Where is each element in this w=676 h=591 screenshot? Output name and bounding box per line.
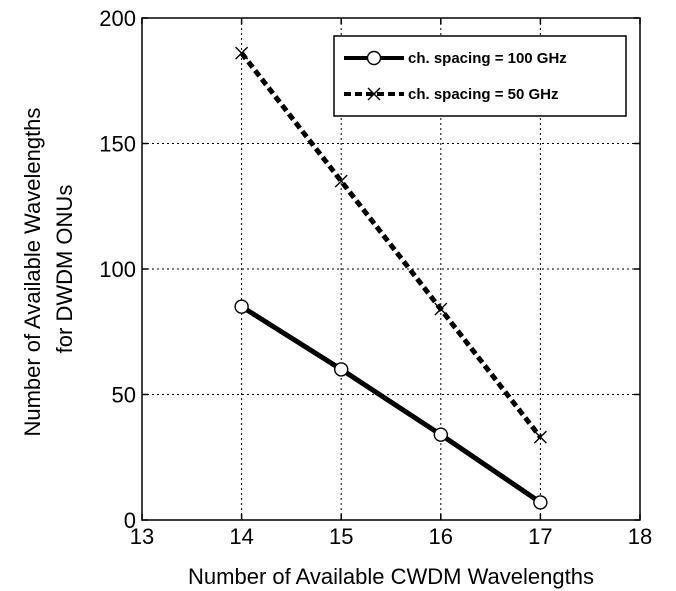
- legend-label-1: ch. spacing = 100 GHz: [408, 50, 567, 67]
- data-point-1-4: [533, 495, 548, 510]
- y-axis-label: Number of Available Wavelengths for DWDM…: [20, 101, 77, 436]
- series-line-2: [239, 51, 543, 439]
- x-axis-label: Number of Available CWDM Wavelengths: [188, 564, 594, 589]
- series-line-1: [240, 304, 542, 505]
- x-tick-label: 13: [130, 524, 154, 549]
- y-tick-label: 100: [99, 257, 136, 282]
- data-point-2-4: [533, 430, 547, 444]
- y-tick-label: 50: [112, 383, 136, 408]
- data-point-1-3: [433, 427, 448, 442]
- axis-ticks: 13 14 15 16 17 18 0 50 100 150 200: [99, 6, 652, 549]
- data-point-2-2: [334, 174, 348, 188]
- y-tick-label: 0: [124, 508, 136, 533]
- legend-marker-2: [367, 87, 381, 101]
- series-group: [234, 46, 548, 510]
- x-tick-label: 18: [628, 524, 652, 549]
- legend-box: [333, 35, 627, 117]
- data-point-2-1: [235, 46, 249, 60]
- x-tick-label: 14: [229, 524, 253, 549]
- legend: ch. spacing = 100 GHz ch. spacing = 50 GH…: [333, 35, 627, 117]
- y-axis-label-line-2: for DWDM ONUs: [52, 185, 77, 354]
- x-tick-label: 15: [329, 524, 353, 549]
- x-tick-label: 17: [528, 524, 552, 549]
- legend-label-2: ch. spacing = 50 GHz: [408, 86, 558, 103]
- y-tick-label: 200: [99, 6, 136, 31]
- data-point-2-3: [434, 302, 448, 316]
- y-tick-label: 150: [99, 132, 136, 157]
- data-point-1-1: [234, 299, 249, 314]
- grid-lines: [142, 18, 640, 520]
- data-point-1-2: [334, 362, 349, 377]
- legend-marker-1: [366, 50, 382, 66]
- y-axis-label-line-1: Number of Available Wavelengths: [20, 108, 45, 437]
- x-tick-label: 16: [429, 524, 453, 549]
